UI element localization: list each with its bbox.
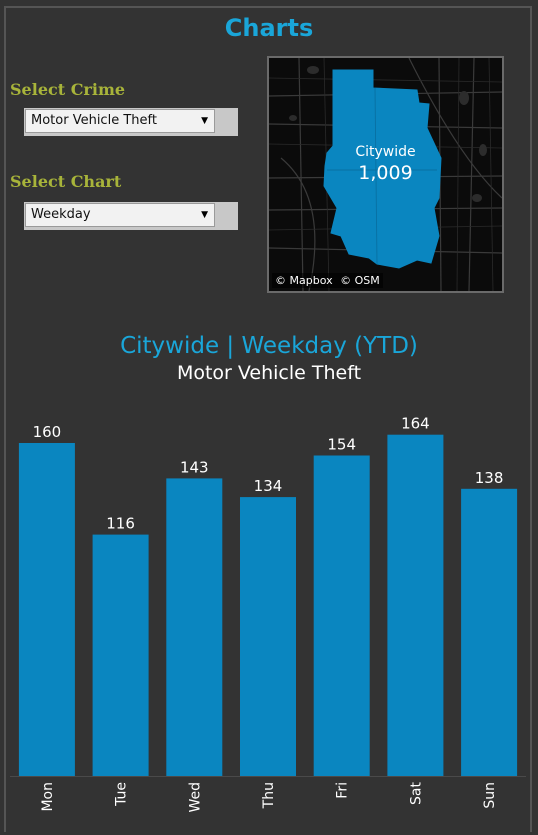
tick-label-sun: Sun [482, 782, 498, 809]
data-label-mon: 160 [33, 423, 62, 441]
mapbox-attribution-link[interactable]: © Mapbox [275, 274, 333, 287]
data-label-sun: 138 [475, 469, 504, 487]
crime-select[interactable]: Motor Vehicle Theft ▼ [25, 109, 215, 133]
bar-fri[interactable] [313, 455, 370, 777]
chevron-down-icon[interactable]: ▼ [201, 116, 208, 126]
bar-thu[interactable] [240, 497, 296, 776]
chart-select-value: Weekday [31, 207, 91, 222]
map-attribution: © Mapbox © OSM [272, 273, 383, 288]
page-title: Charts [224, 14, 314, 42]
bar-tue[interactable] [92, 534, 149, 776]
bar-mon[interactable] [18, 443, 75, 776]
osm-attribution-link[interactable]: © OSM [340, 274, 380, 287]
chart-title: Citywide | Weekday (YTD) [120, 333, 418, 359]
bar-sun[interactable] [461, 488, 518, 776]
weekday-bar-chart: 160 Mon 116 Tue 143 Wed 134 Thu 154 Fri 164 Sat 138 S… [10, 415, 526, 813]
tick-label-sat: Sat [408, 782, 424, 805]
data-label-fri: 154 [327, 436, 356, 454]
data-label-thu: 134 [254, 477, 283, 495]
crime-select-value: Motor Vehicle Theft [31, 113, 157, 128]
tick-label-fri: Fri [335, 782, 351, 799]
chart-select[interactable]: Weekday ▼ [25, 203, 215, 227]
chevron-down-icon[interactable]: ▼ [201, 210, 208, 220]
tick-label-thu: Thu [261, 782, 277, 809]
chart-subtitle: Motor Vehicle Theft [176, 362, 362, 384]
chart-dropdown[interactable]: Weekday ▼ [24, 202, 238, 230]
bar-sat[interactable] [387, 434, 444, 776]
data-label-wed: 143 [180, 458, 209, 476]
bar-wed[interactable] [166, 478, 223, 776]
data-label-sat: 164 [401, 415, 430, 433]
tick-label-wed: Wed [187, 782, 203, 813]
map-canvas [269, 58, 502, 291]
select-chart-label: Select Chart [10, 172, 122, 191]
city-map[interactable]: Citywide 1,009 © Mapbox © OSM [267, 56, 504, 293]
select-crime-label: Select Crime [10, 80, 126, 99]
map-total: 1,009 [358, 162, 413, 184]
tick-label-mon: Mon [40, 782, 56, 812]
data-label-tue: 116 [106, 515, 135, 533]
crime-dropdown[interactable]: Motor Vehicle Theft ▼ [24, 108, 238, 136]
map-area-name: Citywide [355, 144, 416, 160]
tick-label-tue: Tue [114, 782, 130, 807]
